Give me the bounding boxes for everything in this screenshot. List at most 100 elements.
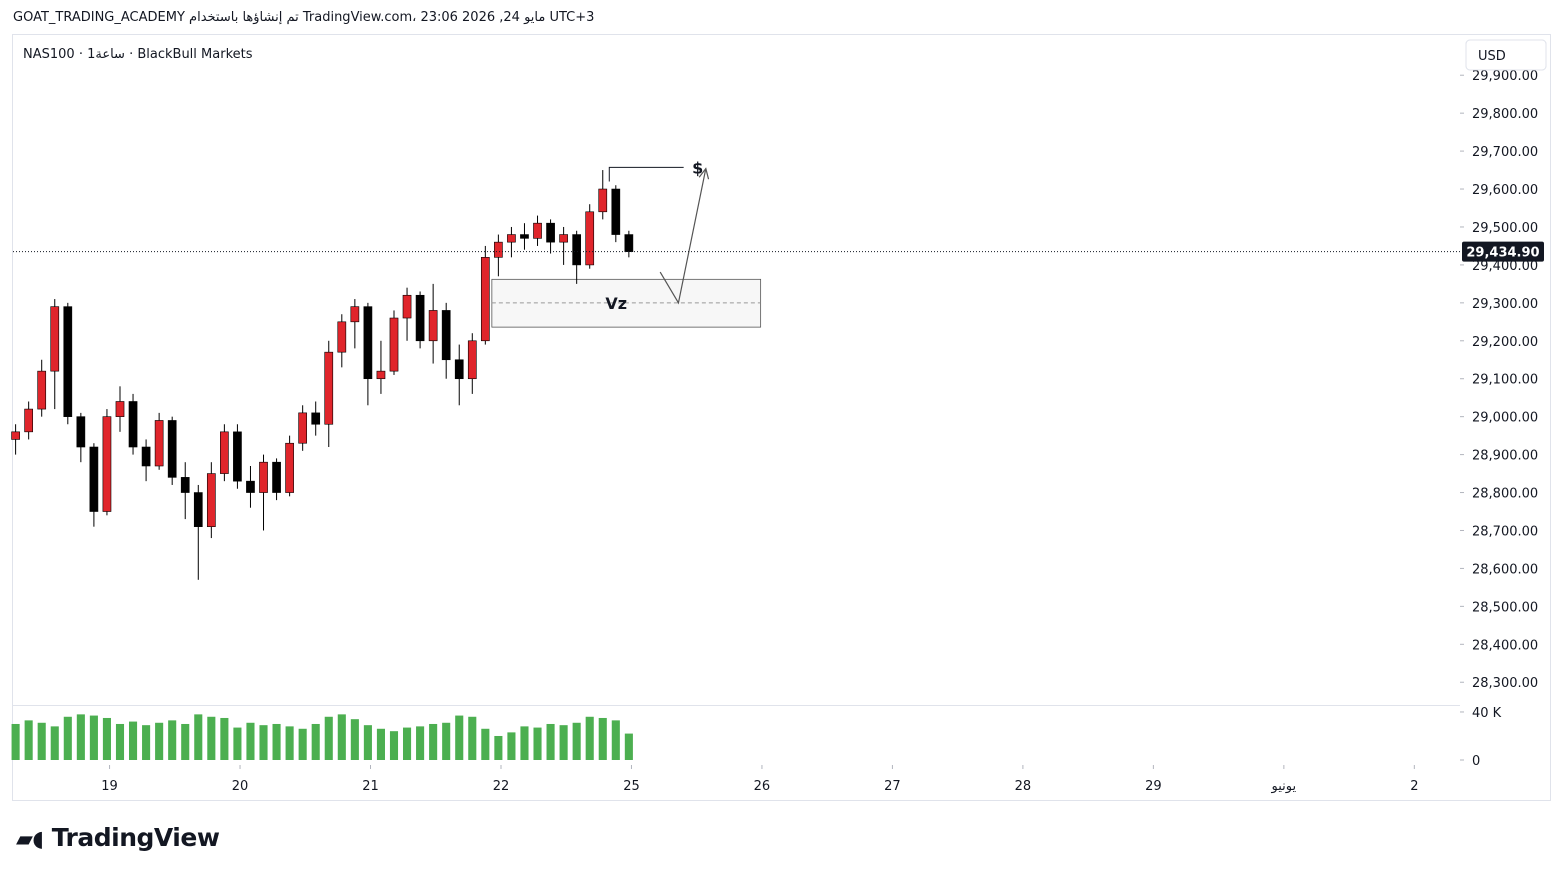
candle-body: [324, 351, 334, 425]
candle-body: [206, 473, 216, 527]
arrow: [659, 168, 707, 305]
volume-tick-label: 0: [1472, 754, 1480, 769]
candle-body: [259, 461, 268, 493]
y-tick-label: 29,300.00: [1472, 297, 1538, 312]
candle-body: [141, 446, 151, 467]
y-tick-label: 28,500.00: [1472, 600, 1538, 615]
candle-body: [507, 234, 516, 243]
candle-body: [624, 234, 634, 252]
volume-bar: [350, 719, 359, 760]
frame: [12, 34, 1551, 801]
candle-body: [415, 294, 425, 342]
candle-body: [63, 306, 73, 417]
volume-bar: [546, 723, 555, 760]
x-tick-label: 20: [232, 779, 249, 794]
candle-body: [285, 442, 294, 493]
candle-body: [89, 446, 99, 512]
volume-bar: [520, 726, 529, 760]
volume-bar: [611, 720, 620, 760]
y-tick-label: 28,800.00: [1472, 487, 1538, 502]
x-tick-label: 28: [1015, 779, 1032, 794]
candle-body: [376, 370, 386, 380]
x-tick-label: 29: [1145, 779, 1162, 794]
volume-bar: [533, 727, 542, 760]
x-tick-label: 21: [362, 779, 379, 794]
candle-body: [115, 401, 125, 417]
volume-bar: [311, 723, 320, 760]
candle-body: [24, 408, 34, 433]
candle-body: [220, 431, 229, 474]
logo: ▰◖ TradingView: [16, 823, 220, 852]
volume-bar: [142, 725, 151, 760]
y-tick-label: 28,700.00: [1472, 524, 1538, 539]
volume-bar: [337, 714, 346, 760]
y-tick-label: 29,100.00: [1472, 373, 1538, 388]
volume-bar: [259, 725, 268, 760]
volume-bar: [376, 728, 385, 760]
candle-body: [154, 420, 164, 467]
volume-bar: [298, 728, 307, 760]
volume-bar: [76, 714, 85, 760]
volume-bar: [429, 723, 438, 760]
candle-body: [180, 477, 190, 493]
caption: GOAT_TRADING_ACADEMY تم إنشاؤها باستخدام…: [13, 10, 595, 25]
currency-box-cover: [1465, 39, 1547, 71]
x-tick-label: 27: [884, 779, 901, 794]
candle-body: [520, 234, 529, 239]
volume-bar: [494, 735, 503, 760]
candle-body: [546, 222, 555, 243]
volume-bar: [402, 727, 412, 760]
volume-bar: [89, 715, 98, 760]
candle-body: [480, 257, 490, 342]
volume-bar: [115, 723, 125, 760]
candle-body: [11, 431, 20, 440]
volume-bar: [272, 723, 281, 760]
volume-bar: [481, 728, 490, 760]
candle-body: [102, 416, 112, 512]
volume-bar: [285, 726, 294, 760]
x-tick-label: 25: [623, 779, 640, 794]
y-tick-label: 28,900.00: [1472, 449, 1538, 464]
target-line: [608, 166, 684, 182]
candle-body: [572, 234, 582, 266]
y-tick-label: 29,400.00: [1472, 259, 1538, 274]
volume-bar: [246, 722, 255, 760]
volume-bar: [233, 727, 242, 760]
y-tick-label: 29,700.00: [1472, 145, 1538, 160]
y-tick-label: 29,500.00: [1472, 221, 1538, 236]
arrow-head: [698, 167, 710, 180]
x-tick-label: يونيو: [1271, 779, 1297, 794]
volume-bar: [168, 720, 177, 760]
candle-body: [167, 420, 177, 478]
volume-bar: [468, 716, 477, 760]
candle-body: [559, 234, 568, 243]
candle-body: [233, 431, 242, 482]
candle-body: [363, 306, 373, 380]
candle-body: [454, 359, 464, 380]
candle-body: [246, 480, 255, 493]
candle-body: [37, 370, 47, 410]
x-tick-label: 2: [1410, 779, 1418, 794]
candle-body: [298, 412, 308, 444]
volume-bar: [50, 726, 59, 760]
volume-bar: [37, 722, 46, 760]
currency: USD: [1478, 49, 1506, 64]
volume-bar: [220, 717, 229, 760]
last-price-label: 29,434.90: [1466, 246, 1539, 261]
volume-bar: [624, 733, 633, 760]
candle-body: [402, 294, 412, 319]
x-tick-label: 26: [754, 779, 771, 794]
candle-body: [467, 340, 477, 380]
candle-body: [50, 306, 60, 372]
volume-bar: [559, 725, 568, 760]
candle-body: [428, 310, 438, 342]
candle-body: [311, 412, 321, 425]
volume-bar: [194, 714, 203, 760]
volume-bar: [11, 723, 20, 760]
candle-body: [441, 310, 451, 361]
y-tick-label: 29,000.00: [1472, 411, 1538, 426]
candle-body: [389, 317, 399, 372]
target-label: $: [692, 158, 703, 177]
